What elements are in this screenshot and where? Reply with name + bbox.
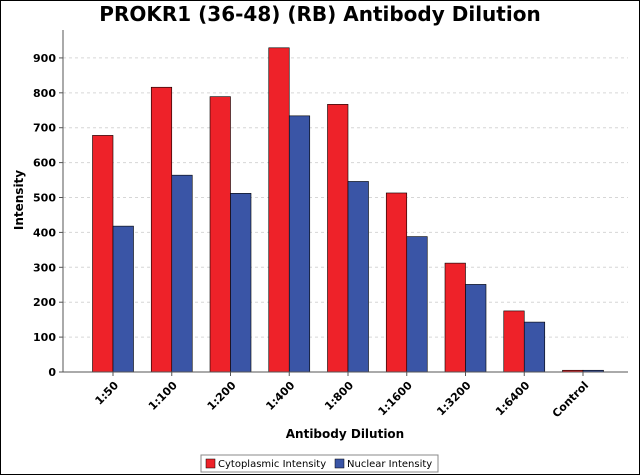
bar-cytoplasmic (209, 96, 231, 373)
x-tick-label: 1:6400 (493, 379, 533, 419)
y-tick-label: 600 (33, 157, 56, 170)
y-tick-label: 100 (33, 331, 56, 344)
x-tick-label: 1:3200 (434, 379, 474, 419)
bar-cytoplasmic (444, 262, 466, 373)
y-tick-label: 400 (33, 226, 56, 239)
bar-nuclear (230, 193, 252, 373)
bar-cytoplasmic (150, 86, 173, 373)
y-tick-label: 800 (33, 87, 56, 100)
bars (92, 47, 604, 373)
bar-nuclear (465, 284, 487, 373)
bar-nuclear (171, 174, 193, 373)
y-tick-label: 900 (33, 52, 56, 65)
bar-nuclear (112, 225, 134, 373)
legend-label-cytoplasmic: Cytoplasmic Intensity (218, 459, 326, 470)
bar-nuclear (406, 236, 428, 373)
y-tick-labels: 0 100 200 300 400 500 600 700 800 900 (33, 52, 63, 379)
legend-swatch-cytoplasmic (205, 458, 216, 469)
legend-box (200, 454, 439, 473)
x-tick-labels: 1:50 1:100 1:200 1:400 1:800 1:1600 1:3200 1:64… (93, 372, 591, 420)
legend: Cytoplasmic Intensity Nuclear Intensity (200, 454, 439, 473)
bar-cytoplasmic (92, 135, 114, 373)
bar-nuclear (288, 115, 311, 373)
legend-swatch-nuclear (334, 458, 345, 469)
y-tick-label: 0 (48, 366, 56, 379)
axes (62, 30, 628, 373)
x-tick-label: 1:100 (146, 379, 180, 413)
bar-nuclear (347, 181, 369, 373)
x-tick-label: 1:800 (322, 379, 356, 413)
y-tick-label: 200 (33, 296, 56, 309)
bar-cytoplasmic (268, 47, 290, 373)
bar-cytoplasmic (327, 104, 349, 373)
y-tick-label: 700 (33, 122, 56, 135)
y-axis-label: Intensity (12, 170, 26, 230)
x-axis-label: Antibody Dilution (286, 427, 404, 441)
x-tick-label: 1:400 (263, 379, 297, 413)
chart-title: PROKR1 (36-48) (RB) Antibody Dilution (99, 2, 540, 26)
y-tick-label: 300 (33, 261, 56, 274)
bar-cytoplasmic (385, 192, 408, 373)
legend-label-nuclear: Nuclear Intensity (347, 459, 432, 470)
x-tick-label: 1:200 (205, 379, 239, 413)
bar-nuclear (523, 321, 546, 373)
x-tick-label: 1:1600 (376, 379, 416, 419)
y-tick-label: 500 (33, 192, 56, 205)
bar-cytoplasmic (503, 310, 525, 373)
x-tick-label: Control (550, 379, 591, 420)
x-tick-label: 1:50 (93, 379, 122, 408)
